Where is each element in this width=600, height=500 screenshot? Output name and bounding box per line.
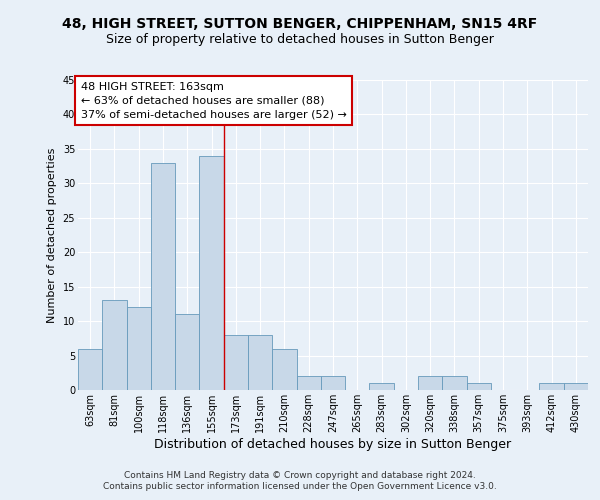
Bar bbox=[127, 308, 151, 390]
Bar bbox=[370, 383, 394, 390]
X-axis label: Distribution of detached houses by size in Sutton Benger: Distribution of detached houses by size … bbox=[154, 438, 512, 450]
Bar bbox=[78, 348, 102, 390]
Bar bbox=[564, 383, 588, 390]
Text: Contains HM Land Registry data © Crown copyright and database right 2024.: Contains HM Land Registry data © Crown c… bbox=[124, 471, 476, 480]
Bar bbox=[248, 335, 272, 390]
Y-axis label: Number of detached properties: Number of detached properties bbox=[47, 148, 57, 322]
Bar bbox=[224, 335, 248, 390]
Bar bbox=[467, 383, 491, 390]
Bar bbox=[151, 162, 175, 390]
Text: Contains public sector information licensed under the Open Government Licence v3: Contains public sector information licen… bbox=[103, 482, 497, 491]
Bar bbox=[442, 376, 467, 390]
Bar bbox=[296, 376, 321, 390]
Text: Size of property relative to detached houses in Sutton Benger: Size of property relative to detached ho… bbox=[106, 32, 494, 46]
Bar bbox=[272, 348, 296, 390]
Text: 48 HIGH STREET: 163sqm
← 63% of detached houses are smaller (88)
37% of semi-det: 48 HIGH STREET: 163sqm ← 63% of detached… bbox=[80, 82, 346, 120]
Bar bbox=[321, 376, 345, 390]
Text: 48, HIGH STREET, SUTTON BENGER, CHIPPENHAM, SN15 4RF: 48, HIGH STREET, SUTTON BENGER, CHIPPENH… bbox=[62, 18, 538, 32]
Bar bbox=[102, 300, 127, 390]
Bar bbox=[199, 156, 224, 390]
Bar bbox=[539, 383, 564, 390]
Bar bbox=[175, 314, 199, 390]
Bar bbox=[418, 376, 442, 390]
